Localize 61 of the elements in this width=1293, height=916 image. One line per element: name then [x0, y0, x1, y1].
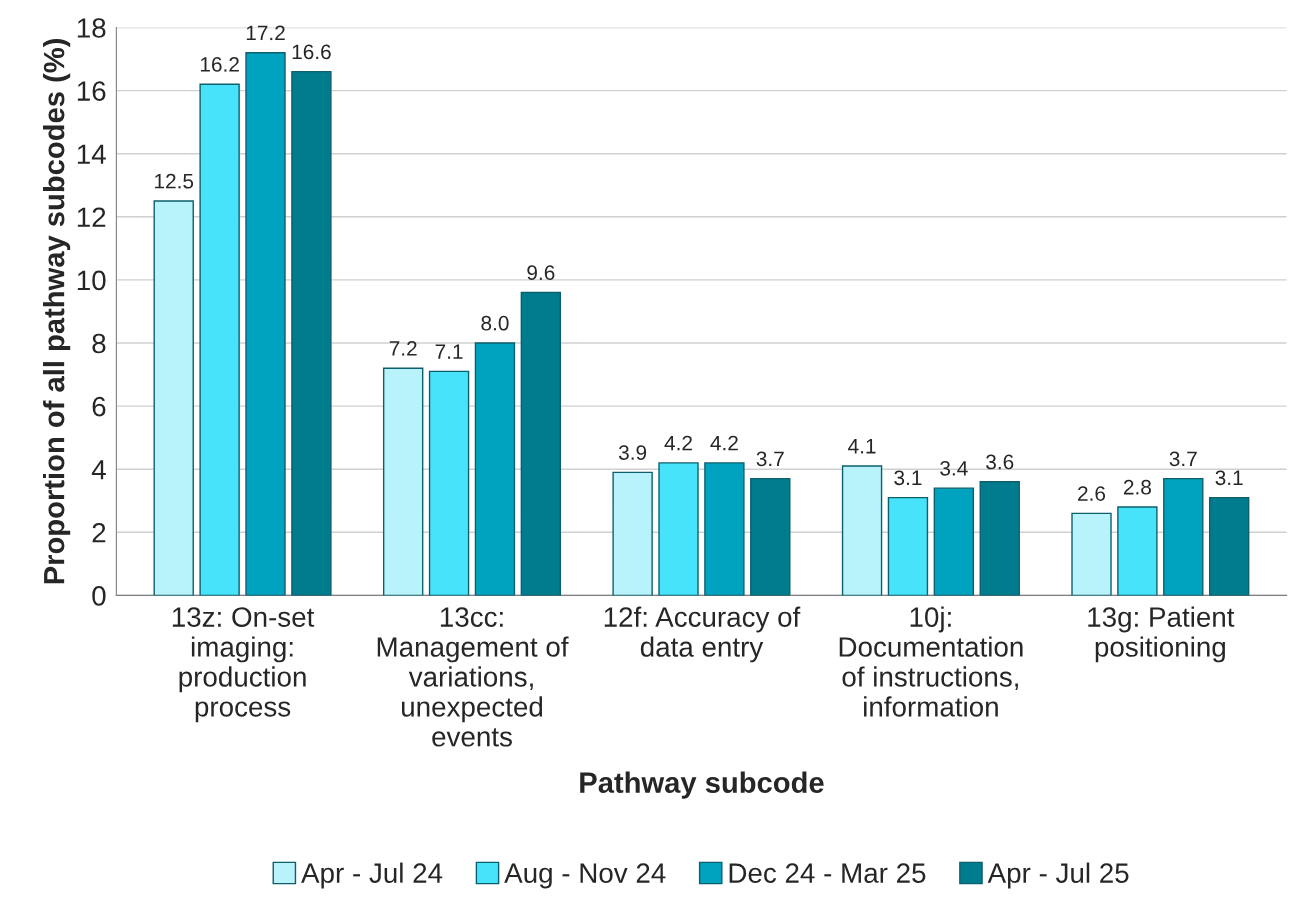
bar: [750, 477, 791, 596]
bar: [704, 462, 745, 596]
x-axis-title: Pathway subcode: [580, 771, 824, 799]
y-tick-label: 18: [77, 18, 106, 38]
data-label: 3.9: [618, 445, 647, 460]
data-label: 16.6: [292, 44, 331, 60]
y-tick-label: 16: [77, 81, 106, 101]
bar: [382, 367, 424, 596]
legend-label: Apr - Jul 25: [987, 862, 1129, 889]
y-axis-title: Proportion of all pathway subcodes (%): [43, 39, 71, 584]
data-label: 12.5: [155, 173, 194, 189]
data-label: 2.8: [1123, 479, 1151, 495]
y-tick-label: 2: [92, 522, 106, 543]
bar: [520, 291, 562, 596]
bar: [153, 200, 194, 596]
data-label: 16.2: [200, 57, 239, 72]
bar: [979, 481, 1020, 596]
y-tick-label: 8: [92, 333, 106, 354]
data-label: 4.2: [710, 435, 738, 451]
y-tick-label: 4: [91, 460, 106, 480]
bar: [428, 370, 470, 596]
data-label: 3.6: [986, 454, 1014, 470]
x-tick-label: 10j: Documentation of instructions, information: [839, 606, 1023, 717]
legend-label: Dec 24 - Mar 25: [729, 863, 926, 883]
bar: [1071, 512, 1112, 596]
data-label: 17.2: [246, 25, 285, 41]
data-label: 3.7: [1169, 451, 1197, 467]
bar: [474, 342, 516, 596]
bar: [612, 471, 653, 596]
x-tick-label: 13z: On-set imaging: production process: [172, 607, 315, 723]
y-tick-label: 0: [92, 586, 106, 606]
x-tick-label: 13g: Patient positioning: [1088, 606, 1235, 663]
data-label: 3.4: [940, 460, 968, 476]
bar: [841, 465, 883, 596]
data-label: 8.0: [481, 315, 509, 331]
y-tick-label: 10: [77, 270, 106, 291]
x-tick-label: 13cc: Management of variations, unexpected events: [377, 607, 569, 747]
data-label: 2.6: [1078, 486, 1106, 501]
bar: [887, 496, 929, 596]
data-label: 9.6: [527, 265, 555, 281]
bar: [291, 70, 332, 596]
y-tick-label: 14: [77, 144, 106, 164]
legend-label: Aug - Nov 24: [504, 863, 666, 889]
x-tick-label: 12f: Accuracy of data entry: [604, 606, 801, 663]
data-label: 3.7: [756, 451, 784, 467]
data-label: 7.1: [435, 344, 463, 359]
data-label: 7.2: [389, 341, 417, 356]
bar: [658, 462, 699, 596]
y-tick-label: 6: [92, 396, 106, 417]
bar: [1208, 496, 1250, 596]
data-label: 4.1: [848, 439, 876, 454]
data-label: 3.1: [1215, 470, 1243, 486]
data-label: 3.1: [894, 470, 922, 486]
data-label: 4.2: [664, 435, 692, 451]
bar: [1117, 506, 1158, 596]
bar: [933, 487, 975, 596]
bar: [199, 83, 240, 596]
bar: [1163, 477, 1204, 596]
legend-label: Apr - Jul 24: [301, 862, 443, 889]
bar: [245, 52, 286, 596]
y-tick-label: 12: [77, 207, 106, 227]
